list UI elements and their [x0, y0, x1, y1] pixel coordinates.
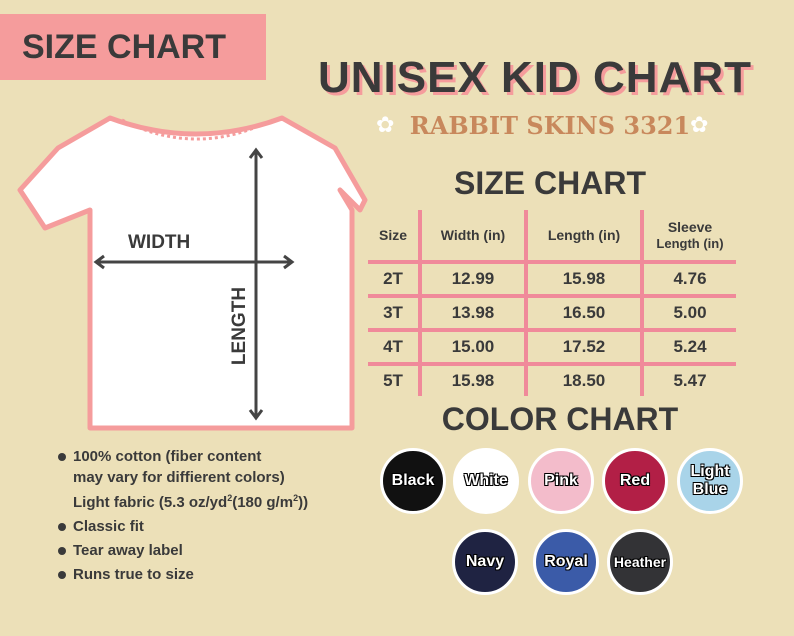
- flower-icon: ✿: [376, 112, 395, 137]
- color-swatch-light-blue: Light Blue: [677, 448, 743, 514]
- color-swatch-royal: Royal: [533, 529, 599, 595]
- feature-list: 100% cotton (fiber content may vary for d…: [58, 446, 368, 588]
- feature-item: Tear away label: [58, 540, 368, 561]
- table-row: 5T 15.98 18.50 5.47: [368, 364, 736, 396]
- color-name: Black: [391, 472, 435, 489]
- color-name: Navy: [465, 553, 505, 570]
- feature-item: Runs true to size: [58, 564, 368, 585]
- flower-icon: ✿: [690, 112, 709, 137]
- color-name: Red: [619, 472, 651, 489]
- color-name: Royal: [544, 553, 588, 570]
- subtitle: RABBIT SKINS 3321: [409, 111, 691, 140]
- header-size: Size: [368, 210, 420, 264]
- size-table: Size Width (in) Length (in) Sleeve Length (i…: [368, 210, 736, 396]
- color-swatch-red: Red: [602, 448, 668, 514]
- color-swatch-black: Black: [380, 448, 446, 514]
- feature-item: 100% cotton (fiber content may vary for d…: [58, 446, 368, 513]
- color-swatch-heather: Heather: [607, 529, 673, 595]
- table-row: 4T 15.00 17.52 5.24: [368, 330, 736, 366]
- page-title: UNISEX KID CHART: [317, 53, 753, 102]
- tshirt-diagram: [17, 115, 368, 431]
- color-name: Light Blue: [690, 463, 730, 498]
- length-label: LENGTH: [229, 286, 250, 366]
- color-swatch-pink: Pink: [528, 448, 594, 514]
- table-row: 3T 13.98 16.50 5.00: [368, 296, 736, 332]
- table-row: 2T 12.99 15.98 4.76: [368, 262, 736, 298]
- width-label: WIDTH: [128, 232, 191, 253]
- color-name: Heather: [613, 554, 667, 570]
- color-swatch-white: White: [453, 448, 519, 514]
- color-name: White: [464, 472, 508, 489]
- color-name: Pink: [544, 472, 578, 489]
- size-chart-heading: SIZE CHART: [454, 165, 646, 201]
- header-length: Length (in): [524, 210, 642, 264]
- color-chart-heading: COLOR CHART: [441, 401, 679, 437]
- size-chart-tag: SIZE CHART: [0, 14, 266, 80]
- header-sleeve: Sleeve Length (in): [640, 210, 736, 264]
- color-swatch-navy: Navy: [452, 529, 518, 595]
- feature-item: Classic fit: [58, 516, 368, 537]
- header-width: Width (in): [418, 210, 526, 264]
